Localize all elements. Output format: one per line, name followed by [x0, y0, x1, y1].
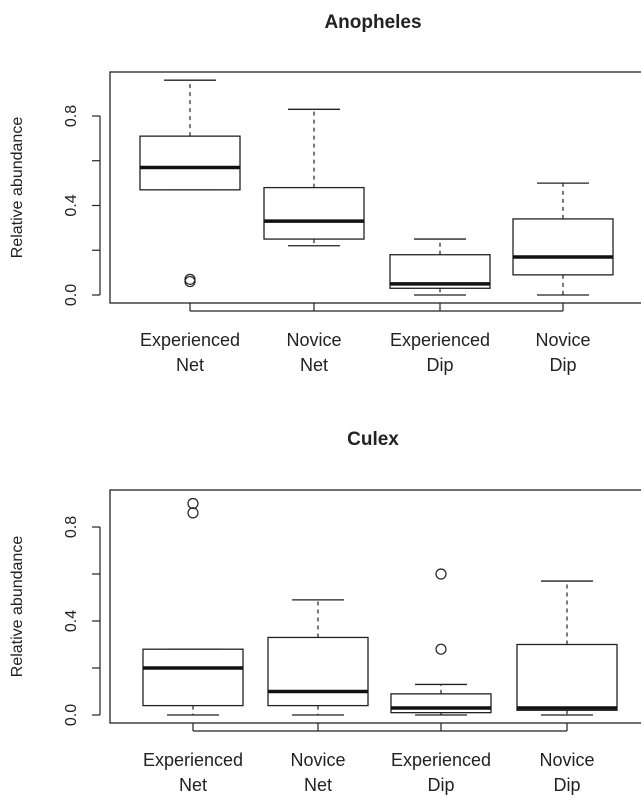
- x-category-label: Dip: [426, 355, 453, 375]
- box-novice-net: [263, 108, 365, 247]
- y-tick-label: 0.4: [63, 610, 80, 632]
- plot-frame: [109, 71, 641, 304]
- y-tick-label: 0.8: [63, 516, 80, 538]
- outlier-point: [435, 643, 447, 655]
- chart-title: Culex: [347, 429, 399, 450]
- chart-panel-culex: Culex 0.0 0.4 0.8 Relative abundance Experien…: [9, 429, 641, 795]
- box-body: [516, 643, 618, 711]
- box-body: [263, 186, 365, 240]
- box-experienced-net: [139, 79, 241, 288]
- x-category-label: Dip: [427, 775, 454, 795]
- chart-panel-anopheles: Anopheles 0.0 0.4 0.8 Relative abundance Expe…: [9, 12, 641, 375]
- y-tick-label: 0.4: [63, 194, 80, 216]
- outlier-point: [435, 568, 447, 580]
- x-category-label: Experienced: [390, 330, 490, 350]
- x-category-label: Novice: [286, 330, 341, 350]
- box-experienced-dip: [389, 238, 491, 296]
- plot-frame: [109, 489, 641, 724]
- box-experienced-net: [142, 497, 244, 716]
- x-category-label: Experienced: [140, 330, 240, 350]
- box-body: [267, 636, 369, 707]
- x-category-label: Net: [304, 775, 332, 795]
- outlier-point: [184, 275, 196, 288]
- x-category-label: Net: [300, 355, 328, 375]
- x-category-label: Net: [176, 355, 204, 375]
- x-category-label: Dip: [549, 355, 576, 375]
- box-body: [512, 218, 614, 276]
- y-tick-label: 0.8: [63, 105, 80, 127]
- chart-title: Anopheles: [324, 12, 421, 33]
- outlier-point: [187, 507, 199, 519]
- outlier-point: [184, 273, 196, 285]
- x-category-label: Novice: [290, 750, 345, 770]
- y-axis-label: Relative abundance: [9, 536, 26, 678]
- box-novice-net: [267, 599, 369, 716]
- y-tick-label: 0.0: [63, 284, 80, 306]
- outlier-point: [187, 497, 199, 510]
- x-category-label: Experienced: [391, 750, 491, 770]
- x-category-label: Net: [179, 775, 207, 795]
- y-tick-label: 0.0: [63, 704, 80, 726]
- box-novice-dip: [516, 580, 618, 716]
- box-novice-dip: [512, 182, 614, 296]
- y-axis-label: Relative abundance: [9, 117, 26, 259]
- x-category-label: Dip: [553, 775, 580, 795]
- box-body: [390, 693, 492, 714]
- box-body: [139, 135, 241, 191]
- x-category-label: Novice: [535, 330, 590, 350]
- x-category-label: Novice: [539, 750, 594, 770]
- box-body: [142, 648, 244, 707]
- x-category-label: Experienced: [143, 750, 243, 770]
- box-experienced-dip: [390, 568, 492, 716]
